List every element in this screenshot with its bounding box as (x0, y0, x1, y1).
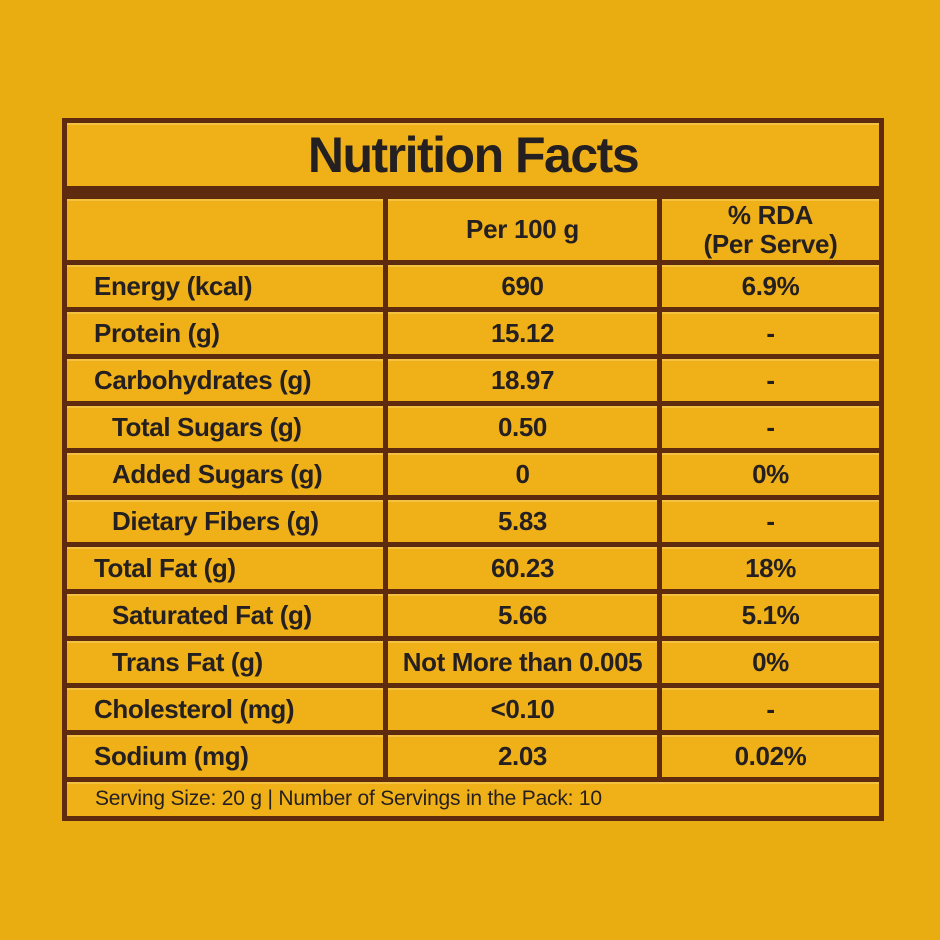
nutrient-label-cell: Total Fat (g) (62, 542, 388, 594)
rda-value-cell: - (657, 683, 884, 735)
rda-value-cell: - (657, 307, 884, 359)
table-row-protein: Protein (g) 15.12 - (62, 307, 884, 359)
table-row-added-sugars: Added Sugars (g) 0 0% (62, 448, 884, 500)
nutrient-label-cell: Added Sugars (g) (62, 448, 388, 500)
header-rda-line1: % RDA (727, 200, 814, 231)
per-100g-value-cell: 5.66 (383, 589, 662, 641)
table-row-saturated-fat: Saturated Fat (g) 5.66 5.1% (62, 589, 884, 641)
header-rda-cell: % RDA (Per Serve) (657, 190, 884, 265)
per-100g-value-cell: 690 (383, 260, 662, 312)
nutrient-label-cell: Dietary Fibers (g) (62, 495, 388, 547)
table-row-total-fat: Total Fat (g) 60.23 18% (62, 542, 884, 594)
nutrient-label-cell: Total Sugars (g) (62, 401, 388, 453)
rda-value-cell: 0% (657, 636, 884, 688)
table-row-dietary-fibers: Dietary Fibers (g) 5.83 - (62, 495, 884, 547)
nutrient-label-cell: Trans Fat (g) (62, 636, 388, 688)
per-100g-value-cell: 0 (383, 448, 662, 500)
per-100g-value-cell: 2.03 (383, 730, 662, 782)
per-100g-value-cell: 15.12 (383, 307, 662, 359)
header-rda-line2: (Per Serve) (703, 228, 838, 259)
header-nutrient-cell (62, 190, 388, 265)
table-row-energy: Energy (kcal) 690 6.9% (62, 260, 884, 312)
nutrient-label-cell: Carbohydrates (g) (62, 354, 388, 406)
per-100g-value-cell: 5.83 (383, 495, 662, 547)
per-100g-value-cell: 0.50 (383, 401, 662, 453)
table-row-cholesterol: Cholesterol (mg) <0.10 - (62, 683, 884, 735)
per-100g-value-cell: 60.23 (383, 542, 662, 594)
rda-value-cell: 6.9% (657, 260, 884, 312)
header-row: Per 100 g % RDA (Per Serve) (62, 190, 884, 265)
table-row-carbohydrates: Carbohydrates (g) 18.97 - (62, 354, 884, 406)
footer-row: Serving Size: 20 g | Number of Servings … (62, 777, 884, 821)
header-per-100g-cell: Per 100 g (383, 190, 662, 265)
title-row: Nutrition Facts (62, 118, 884, 199)
nutrition-facts-table: Nutrition Facts Per 100 g % RDA (Per Ser… (62, 118, 884, 821)
per-100g-value-cell: 18.97 (383, 354, 662, 406)
per-100g-value-cell: Not More than 0.005 (383, 636, 662, 688)
rda-value-cell: 0.02% (657, 730, 884, 782)
serving-info-text: Serving Size: 20 g | Number of Servings … (62, 777, 884, 821)
rda-value-cell: 5.1% (657, 589, 884, 641)
nutrient-label-cell: Cholesterol (mg) (62, 683, 388, 735)
rda-value-cell: 0% (657, 448, 884, 500)
page-title: Nutrition Facts (62, 118, 884, 199)
per-100g-value-cell: <0.10 (383, 683, 662, 735)
table-row-trans-fat: Trans Fat (g) Not More than 0.005 0% (62, 636, 884, 688)
nutrient-label-cell: Sodium (mg) (62, 730, 388, 782)
rda-value-cell: - (657, 354, 884, 406)
nutrient-label-cell: Protein (g) (62, 307, 388, 359)
nutrient-label-cell: Energy (kcal) (62, 260, 388, 312)
rda-value-cell: - (657, 401, 884, 453)
table-row-sodium: Sodium (mg) 2.03 0.02% (62, 730, 884, 782)
nutrient-label-cell: Saturated Fat (g) (62, 589, 388, 641)
rda-value-cell: 18% (657, 542, 884, 594)
table-row-total-sugars: Total Sugars (g) 0.50 - (62, 401, 884, 453)
rda-value-cell: - (657, 495, 884, 547)
